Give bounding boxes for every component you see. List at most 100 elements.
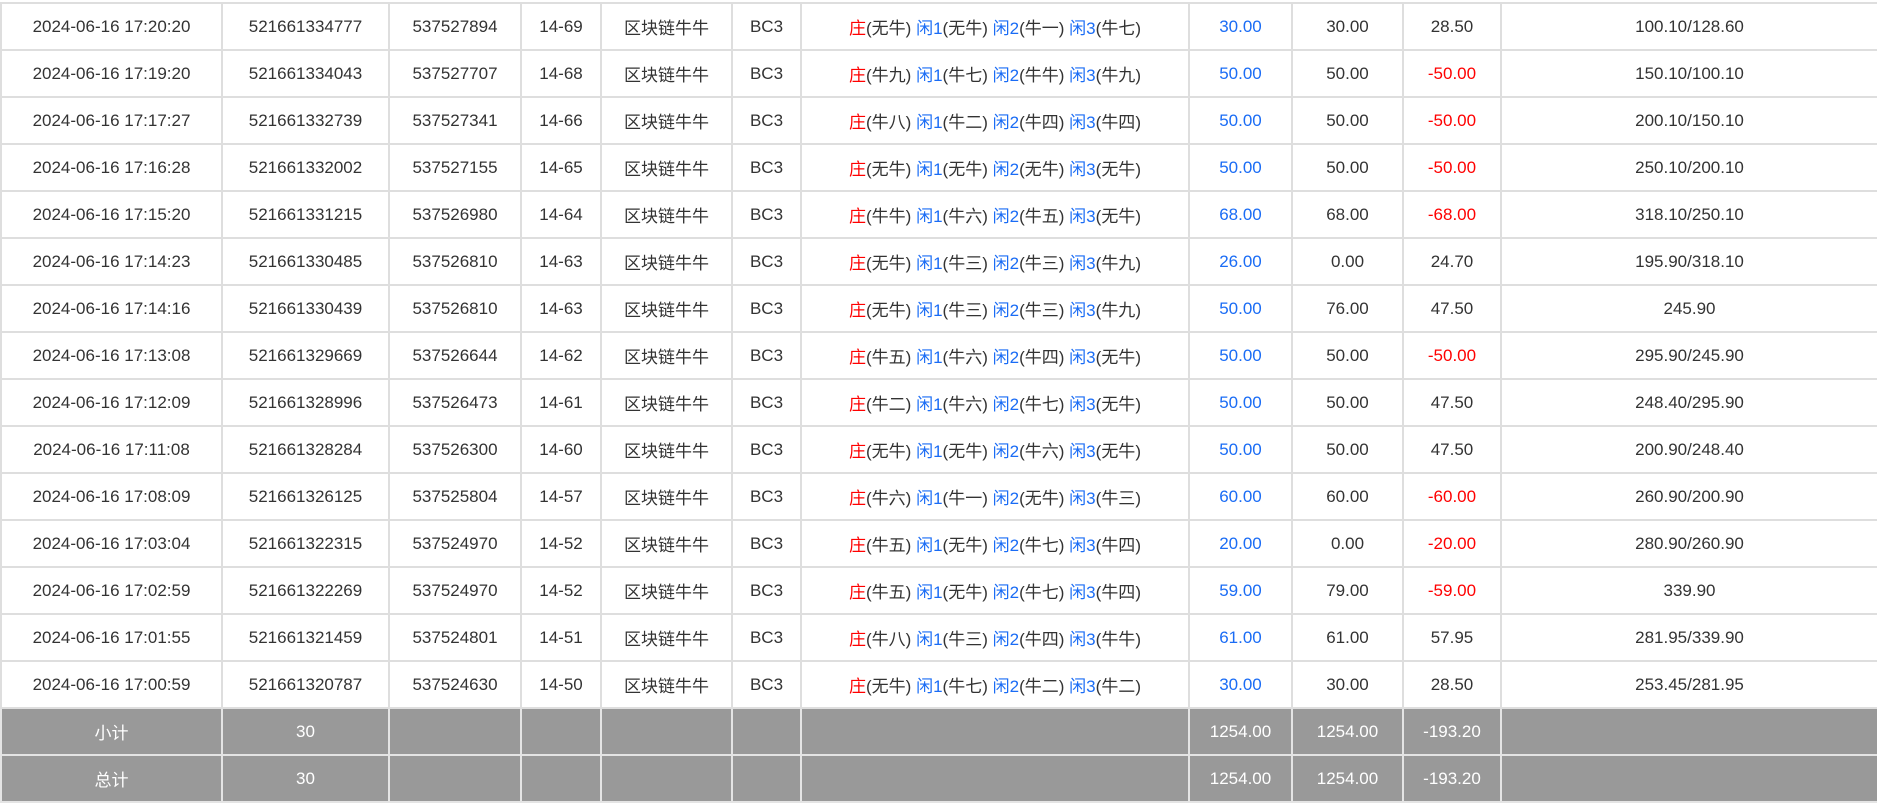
table-name: BC3 — [731, 143, 802, 192]
hand-value: 牛六 — [871, 489, 906, 508]
game-name: 区块链牛牛 — [600, 237, 733, 286]
hand-value: 牛二 — [871, 395, 906, 414]
balance: 318.10/250.10 — [1500, 190, 1877, 239]
balance: 250.10/200.10 — [1500, 143, 1877, 192]
profit: -59.00 — [1402, 566, 1502, 615]
game-number: 14-50 — [520, 660, 602, 709]
player-label: 闲2 — [992, 113, 1020, 132]
player-label: 闲1 — [916, 442, 943, 461]
hand-value: 牛九 — [1101, 66, 1136, 85]
table-name: BC3 — [731, 49, 802, 98]
balance: 200.10/150.10 — [1500, 96, 1877, 145]
banker-label: 庄 — [849, 630, 866, 649]
table-name: BC3 — [731, 660, 802, 709]
table-row: 2024-06-16 17:14:23 521661330485 537526810… — [0, 237, 1877, 286]
empty-cell — [1500, 754, 1877, 803]
round-id: 537526473 — [388, 378, 522, 427]
game-result: 庄(无牛) 闲1(无牛) 闲2(无牛) 闲3(无牛) — [800, 143, 1190, 192]
table-name: BC3 — [731, 378, 802, 427]
game-result: 庄(牛六) 闲1(牛一) 闲2(无牛) 闲3(牛三) — [800, 472, 1190, 521]
summary-bet: 1254.00 — [1188, 754, 1293, 803]
order-id: 521661328284 — [221, 425, 390, 474]
hand-value: 无牛 — [948, 19, 983, 38]
total-row: 总计 30 1254.00 1254.00 -193.20 — [0, 754, 1877, 803]
profit: -60.00 — [1402, 472, 1502, 521]
game-name: 区块链牛牛 — [600, 519, 733, 568]
bet-time: 2024-06-16 17:03:04 — [0, 519, 223, 568]
hand-value: 牛八 — [871, 113, 906, 132]
bet-amount: 30.00 — [1188, 2, 1293, 51]
banker-label: 庄 — [849, 254, 866, 273]
round-id: 537527707 — [388, 49, 522, 98]
table-row: 2024-06-16 17:20:20 521661334777 537527894… — [0, 2, 1877, 51]
player-label: 闲2 — [992, 630, 1020, 649]
hand-value: 牛六 — [948, 348, 983, 367]
bet-time: 2024-06-16 17:02:59 — [0, 566, 223, 615]
bet-amount: 50.00 — [1188, 143, 1293, 192]
balance: 150.10/100.10 — [1500, 49, 1877, 98]
game-name: 区块链牛牛 — [600, 2, 733, 51]
empty-cell — [600, 754, 733, 803]
game-number: 14-66 — [520, 96, 602, 145]
bet-amount: 50.00 — [1188, 378, 1293, 427]
banker-label: 庄 — [849, 66, 866, 85]
hand-value: 牛三 — [948, 630, 983, 649]
player-label: 闲3 — [1069, 536, 1096, 555]
hand-value: 牛二 — [948, 113, 983, 132]
profit: 28.50 — [1402, 660, 1502, 709]
player-label: 闲3 — [1069, 301, 1096, 320]
hand-value: 牛九 — [871, 66, 906, 85]
hand-value: 牛五 — [871, 583, 906, 602]
player-label: 闲2 — [992, 19, 1020, 38]
hand-value: 牛九 — [1101, 301, 1136, 320]
game-result: 庄(无牛) 闲1(牛七) 闲2(牛二) 闲3(牛二) — [800, 660, 1190, 709]
hand-value: 牛七 — [948, 66, 983, 85]
empty-cell — [800, 754, 1190, 803]
player-label: 闲3 — [1069, 489, 1096, 508]
empty-cell — [520, 707, 602, 756]
summary-count: 30 — [221, 754, 390, 803]
player-label: 闲1 — [916, 677, 943, 696]
bet-time: 2024-06-16 17:11:08 — [0, 425, 223, 474]
bet-amount: 50.00 — [1188, 425, 1293, 474]
game-number: 14-51 — [520, 613, 602, 662]
profit: 47.50 — [1402, 425, 1502, 474]
banker-label: 庄 — [849, 442, 866, 461]
game-number: 14-65 — [520, 143, 602, 192]
table-row: 2024-06-16 17:16:28 521661332002 537527155… — [0, 143, 1877, 192]
player-label: 闲3 — [1069, 583, 1096, 602]
game-number: 14-63 — [520, 284, 602, 333]
round-id: 537527155 — [388, 143, 522, 192]
hand-value: 牛二 — [1101, 677, 1136, 696]
bet-amount: 68.00 — [1188, 190, 1293, 239]
banker-label: 庄 — [849, 19, 866, 38]
bet-time: 2024-06-16 17:14:16 — [0, 284, 223, 333]
hand-value: 牛三 — [948, 254, 983, 273]
game-result: 庄(无牛) 闲1(牛三) 闲2(牛三) 闲3(牛九) — [800, 284, 1190, 333]
player-label: 闲1 — [916, 113, 943, 132]
hand-value: 牛三 — [1024, 254, 1059, 273]
game-number: 14-61 — [520, 378, 602, 427]
player-label: 闲2 — [992, 254, 1020, 273]
bet-amount: 50.00 — [1188, 331, 1293, 380]
player-label: 闲2 — [992, 489, 1020, 508]
round-id: 537526810 — [388, 237, 522, 286]
round-id: 537524970 — [388, 566, 522, 615]
hand-value: 牛六 — [1024, 442, 1059, 461]
empty-cell — [1500, 707, 1877, 756]
game-result: 庄(牛八) 闲1(牛三) 闲2(牛四) 闲3(牛牛) — [800, 613, 1190, 662]
empty-cell — [520, 754, 602, 803]
game-name: 区块链牛牛 — [600, 613, 733, 662]
player-label: 闲3 — [1069, 66, 1096, 85]
balance: 200.90/248.40 — [1500, 425, 1877, 474]
hand-value: 无牛 — [1101, 160, 1136, 179]
round-id: 537527341 — [388, 96, 522, 145]
player-label: 闲2 — [992, 160, 1020, 179]
order-id: 521661332739 — [221, 96, 390, 145]
round-id: 537524970 — [388, 519, 522, 568]
hand-value: 牛九 — [1101, 254, 1136, 273]
player-label: 闲3 — [1069, 19, 1096, 38]
profit: -50.00 — [1402, 143, 1502, 192]
hand-value: 牛牛 — [1024, 66, 1059, 85]
